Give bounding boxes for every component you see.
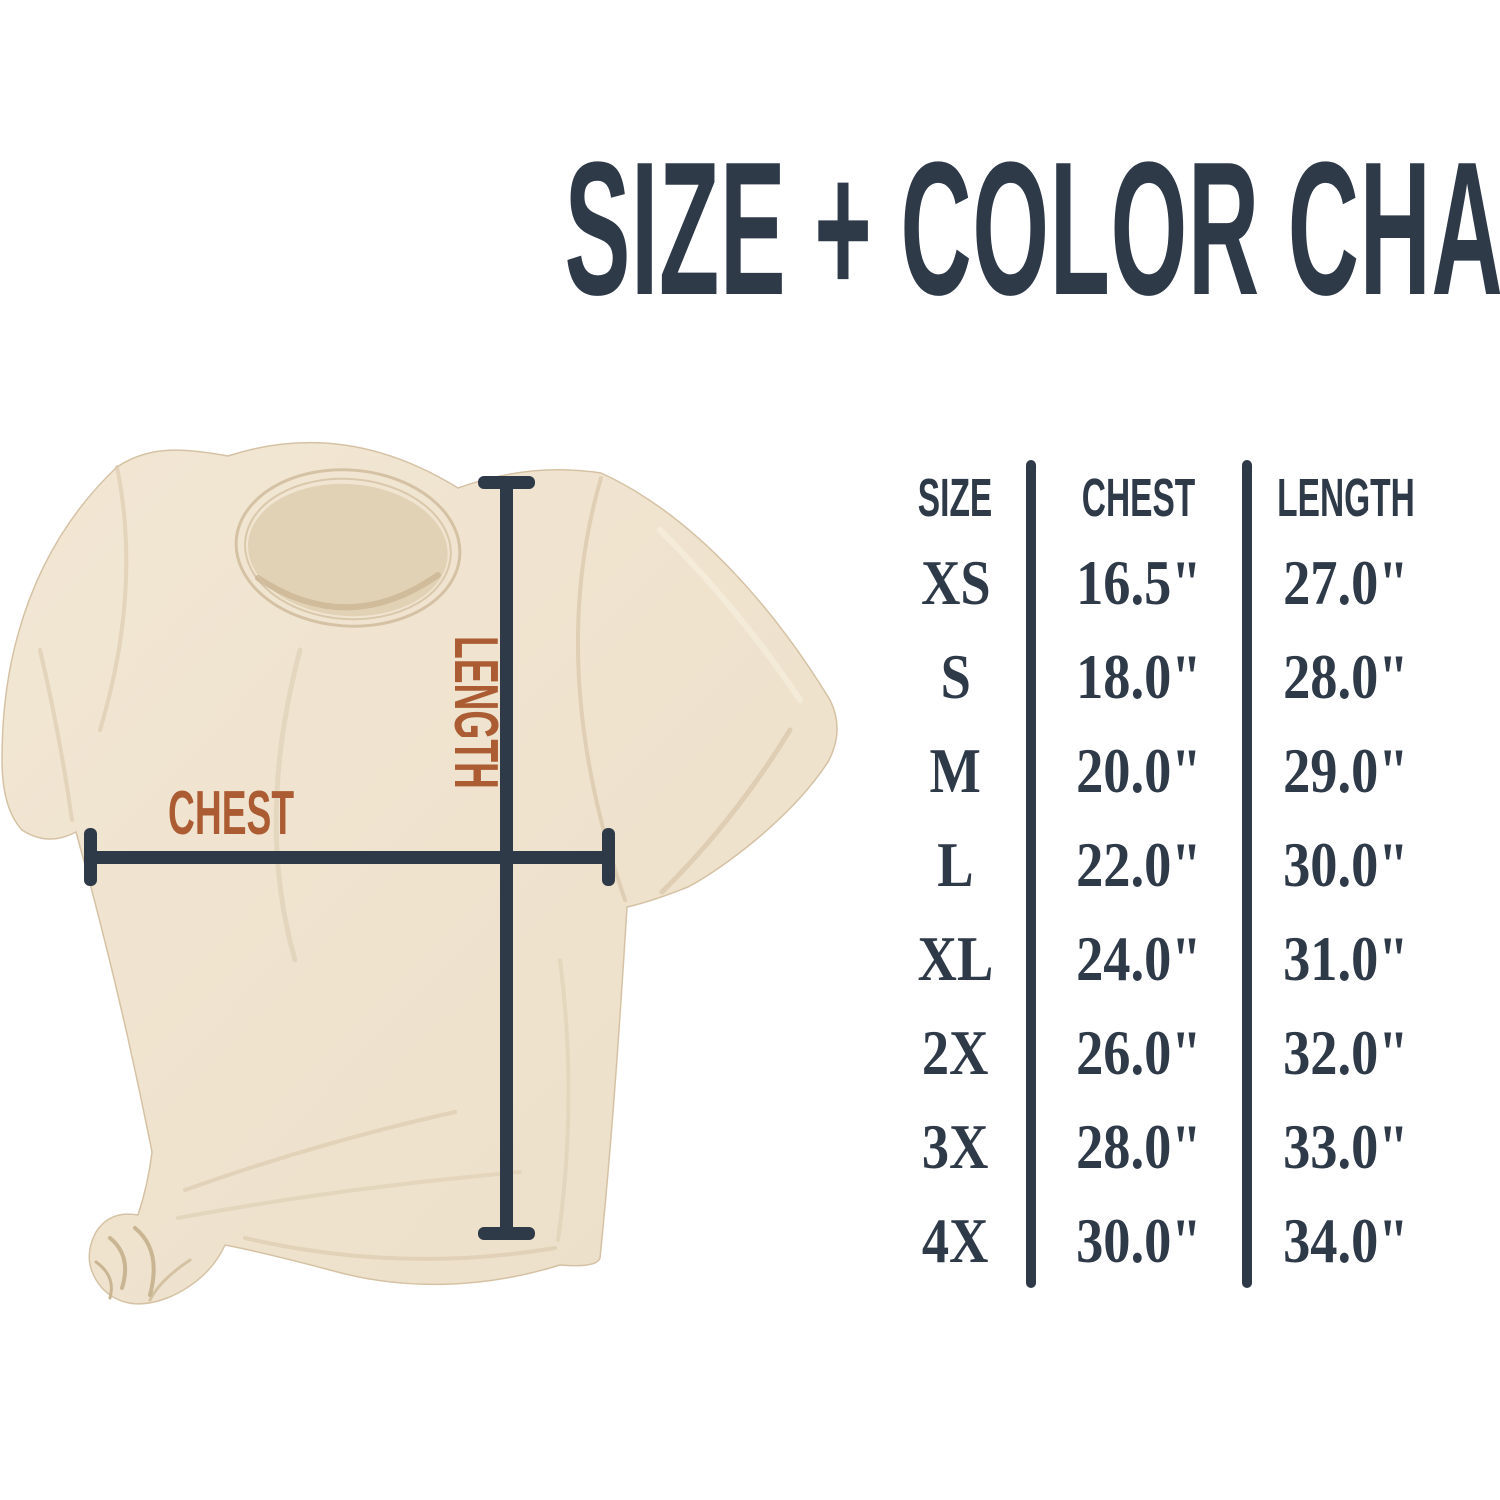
page-title: SIZE + COLOR CHART [564,123,1500,335]
chest-measure-label: CHEST [168,779,295,848]
collar-shadow [255,572,441,611]
size-cell: S [940,641,971,712]
size-cell: 4X [922,1205,989,1276]
length-cell: 27.0" [1283,547,1409,618]
chest-line-stem [90,851,608,864]
chest-cell: 24.0" [1076,923,1202,994]
page-title-row: SIZE + COLOR CHART [0,134,1500,324]
size-cell: 2X [922,1017,989,1088]
size-cell: L [937,829,974,900]
length-cell: 33.0" [1283,1111,1409,1182]
length-cell: 30.0" [1283,829,1409,900]
tshirt-knot [94,1226,192,1302]
chest-cell: 22.0" [1076,829,1202,900]
table-divider-left [1026,460,1036,1288]
size-cell: M [929,735,982,806]
length-cell: 34.0" [1283,1205,1409,1276]
length-cell: 29.0" [1283,735,1409,806]
length-col-header: LENGTH [1277,468,1415,528]
chest-cell: 16.5" [1076,547,1202,618]
chest-cell: 20.0" [1076,735,1202,806]
length-line-bottom-cap [478,1227,535,1240]
chest-cell: 28.0" [1076,1111,1202,1182]
chest-line-left-cap [84,828,97,886]
chest-cell: 30.0" [1076,1205,1202,1276]
chest-cell: 18.0" [1076,641,1202,712]
length-cell: 28.0" [1283,641,1409,712]
length-cell: 31.0" [1283,923,1409,994]
size-col-header: SIZE [918,468,993,528]
length-line-top-cap [478,476,535,489]
tshirt-body [1,441,838,1305]
chest-cell: 26.0" [1076,1017,1202,1088]
tshirt-collar [234,468,462,628]
chest-line-right-cap [602,828,615,886]
tshirt-photo [1,441,838,1305]
size-cell: XS [920,547,991,618]
chest-col-header: CHEST [1082,468,1196,528]
length-measure-label: LENGTH [441,636,510,789]
size-table: SIZE CHEST LENGTH XS 16.5" 27.0" S 18.0"… [880,460,1445,1288]
size-cell: XL [917,923,994,994]
size-cell: 3X [922,1111,989,1182]
table-divider-right [1242,460,1252,1288]
length-cell: 32.0" [1283,1017,1409,1088]
